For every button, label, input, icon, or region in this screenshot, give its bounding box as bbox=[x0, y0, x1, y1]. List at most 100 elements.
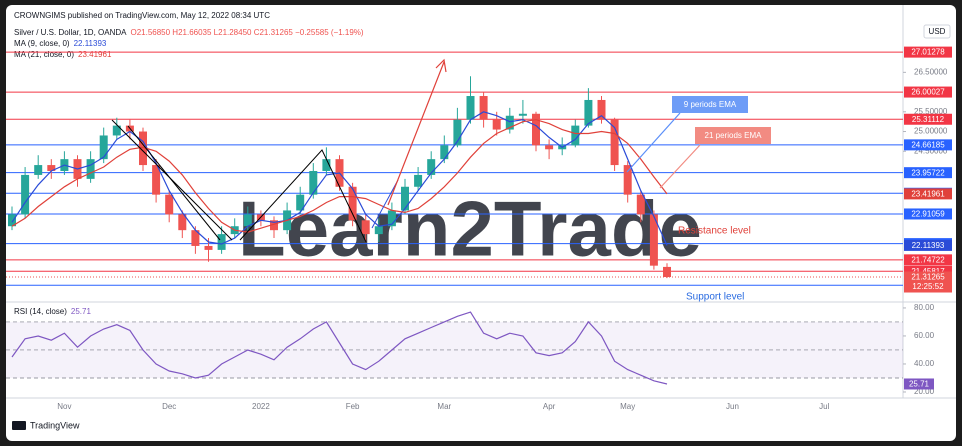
candle-body bbox=[152, 165, 161, 195]
trend-line bbox=[371, 179, 399, 229]
candle-body bbox=[99, 135, 108, 160]
level-label: 21.45817 bbox=[911, 267, 945, 276]
candle-body bbox=[204, 245, 213, 250]
candle-body bbox=[571, 125, 580, 146]
candle-body bbox=[112, 125, 121, 136]
candle-body bbox=[348, 186, 357, 221]
candle-body bbox=[361, 220, 370, 235]
candle-body bbox=[440, 145, 449, 160]
candle-body bbox=[427, 159, 436, 175]
ma21-legend: MA (21, close, 0) 23.41961 bbox=[14, 50, 112, 59]
candle-body bbox=[636, 194, 645, 215]
x-tick-label: Dec bbox=[162, 402, 176, 411]
y-tick-label: 25.00000 bbox=[914, 127, 948, 136]
level-label: 24.66185 bbox=[911, 140, 945, 149]
candle-body bbox=[545, 145, 554, 150]
candle-body bbox=[178, 214, 187, 231]
x-tick-label: Mar bbox=[437, 402, 451, 411]
candle-body bbox=[610, 119, 619, 166]
trend-line bbox=[239, 149, 367, 243]
currency: USD bbox=[929, 27, 946, 36]
level-label-box bbox=[904, 254, 952, 266]
countdown: 12:25:52 bbox=[912, 282, 944, 291]
ema9-callout bbox=[672, 96, 748, 113]
ma-label: 22.11393 bbox=[912, 241, 945, 250]
rsi-label: 25.71 bbox=[909, 380, 930, 389]
logo bbox=[12, 421, 26, 430]
ma21-name: MA (21, close, 0) bbox=[14, 50, 74, 59]
rsi-legend: RSI (14, close) 25.71 bbox=[14, 307, 91, 316]
candle-body bbox=[532, 113, 540, 146]
level-label-box bbox=[904, 167, 952, 179]
candle-body bbox=[518, 113, 527, 116]
price-label: 21.31265 bbox=[911, 273, 945, 282]
candle-body bbox=[492, 119, 501, 130]
y-tick-label: 26.50000 bbox=[914, 67, 948, 76]
callout-line bbox=[659, 144, 701, 189]
candle-body bbox=[401, 186, 409, 211]
candle-body bbox=[322, 159, 331, 171]
ma9-value: 22.11393 bbox=[74, 39, 107, 48]
ema9-label: 9 periods EMA bbox=[684, 100, 737, 109]
candle-body bbox=[466, 96, 475, 120]
candle-body bbox=[584, 99, 593, 126]
ma21-value: 23.41961 bbox=[78, 50, 112, 59]
candle-body bbox=[387, 210, 396, 227]
x-tick-label: Apr bbox=[543, 402, 556, 411]
candle-body bbox=[8, 214, 16, 227]
level-label: 22.91059 bbox=[911, 210, 945, 219]
level-label-box bbox=[904, 265, 952, 277]
ma-line bbox=[11, 119, 668, 233]
arrow-line bbox=[387, 61, 445, 206]
header: CROWNGIMS published on TradingView.com, … bbox=[14, 11, 270, 20]
candle-body bbox=[597, 99, 606, 120]
rsi-tick-label: 80.00 bbox=[914, 303, 935, 312]
candle-body bbox=[21, 174, 30, 215]
currency-box bbox=[923, 24, 951, 39]
ma-label-box bbox=[904, 188, 952, 200]
ma9-legend: MA (9, close, 0) 22.11393 bbox=[14, 39, 107, 48]
rsi-tick-label: 40.00 bbox=[914, 359, 935, 368]
rsi-line bbox=[11, 311, 668, 385]
level-label: 21.74722 bbox=[911, 255, 945, 264]
candle-body bbox=[623, 165, 632, 195]
candle-body bbox=[139, 131, 147, 166]
rsi-label-box bbox=[904, 378, 934, 390]
drawings bbox=[111, 58, 701, 243]
y-tick-label: 24.50000 bbox=[914, 146, 948, 155]
ma-label: 23.41961 bbox=[911, 189, 945, 198]
y-tick-label: 25.50000 bbox=[914, 107, 948, 116]
ma-line bbox=[11, 111, 668, 246]
price-axis: 26.50000 25.50000 25.00000 24.50000 27.01278… bbox=[903, 46, 952, 396]
ema21-label: 21 periods EMA bbox=[705, 131, 763, 140]
x-tick-label: Feb bbox=[346, 402, 360, 411]
resistance-label: Resistance level bbox=[678, 226, 751, 237]
level-label-box bbox=[904, 46, 952, 58]
candle-body bbox=[663, 266, 671, 278]
support-label: Support level bbox=[686, 292, 744, 303]
level-label-box bbox=[904, 208, 952, 220]
rsi-tick-label: 20.00 bbox=[914, 387, 935, 396]
level-label: 26.00027 bbox=[911, 88, 945, 97]
candle-body bbox=[243, 214, 252, 227]
level-label-box bbox=[904, 86, 952, 98]
symbol-legend: Silver / U.S. Dollar, 1D, OANDA O21.56850… bbox=[14, 28, 364, 37]
rsi-tick-label: 60.00 bbox=[914, 331, 935, 340]
candle-body bbox=[453, 119, 462, 146]
price-label-box bbox=[904, 271, 952, 293]
candle-body bbox=[414, 174, 423, 187]
x-tick-label: May bbox=[620, 402, 635, 411]
callout-line bbox=[626, 112, 681, 173]
level-label: 23.95722 bbox=[911, 168, 945, 177]
x-tick-label: Jun bbox=[726, 402, 739, 411]
candle-body bbox=[479, 96, 488, 120]
ma9-name: MA (9, close, 0) bbox=[14, 39, 70, 48]
rsi-name: RSI (14, close) bbox=[14, 307, 67, 316]
last-bar: O21.56850 H21.66035 L21.28450 C21.31265 … bbox=[130, 28, 363, 37]
candle-body bbox=[505, 115, 514, 130]
x-tick-label: Nov bbox=[57, 402, 71, 411]
x-tick-label: Jul bbox=[819, 402, 829, 411]
ema21-callout bbox=[695, 127, 771, 144]
level-label: 25.31112 bbox=[912, 115, 945, 124]
